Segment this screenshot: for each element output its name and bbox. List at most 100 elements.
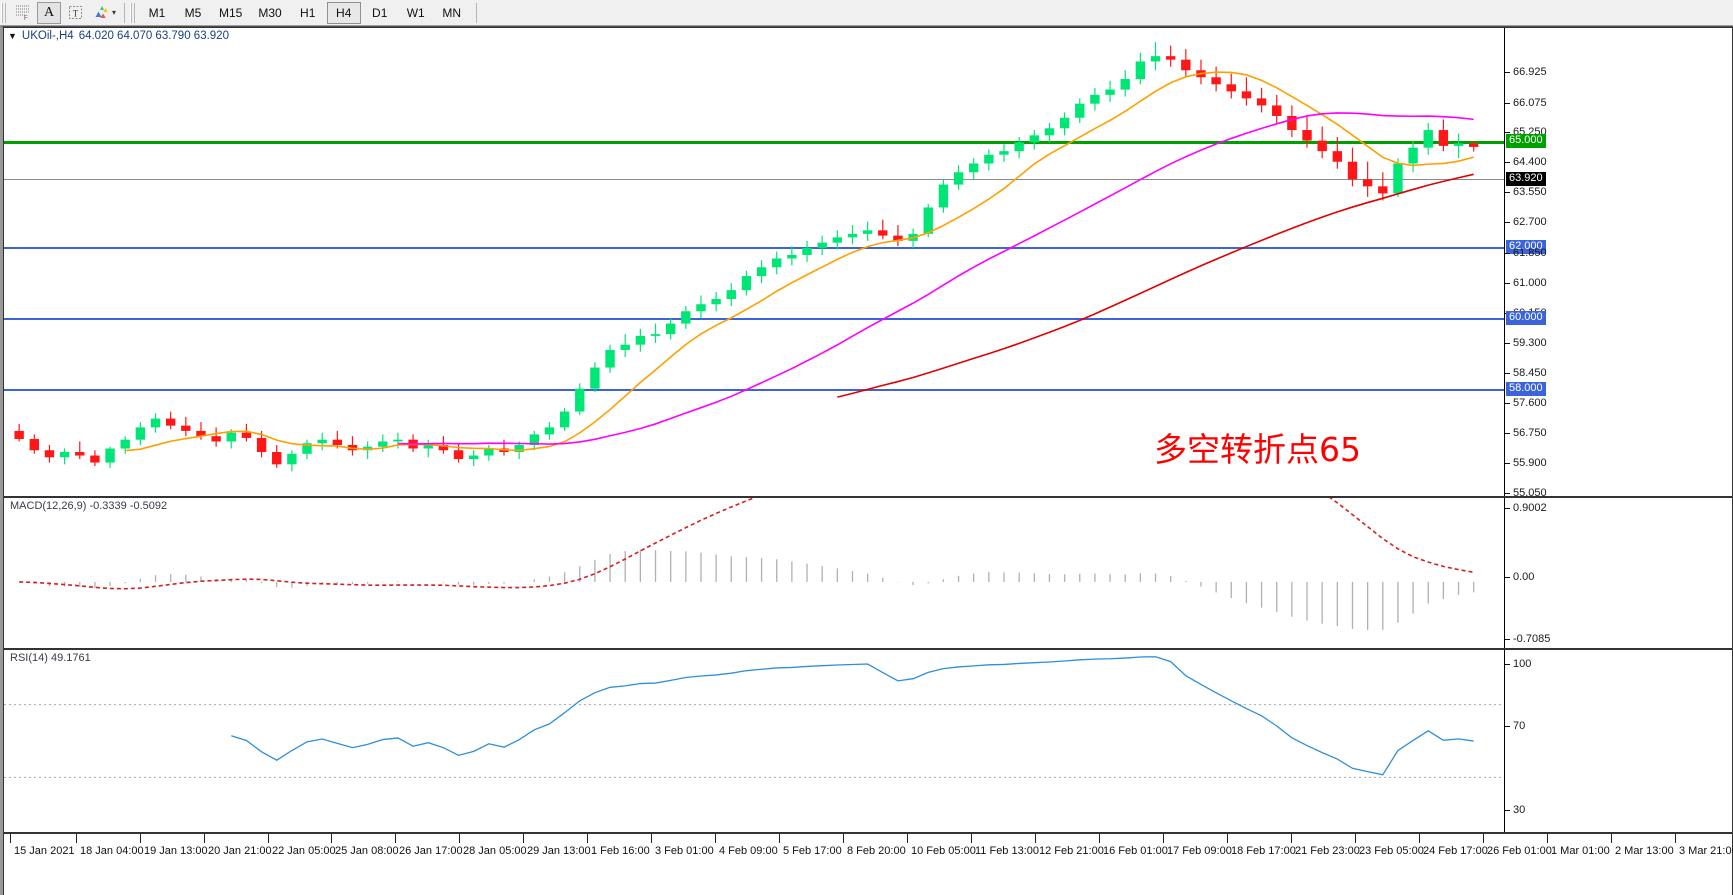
timeframe-m15[interactable]: M15	[219, 5, 243, 20]
time-axis-tick	[523, 834, 524, 843]
support-line-62[interactable]	[4, 247, 1504, 249]
time-axis-tick	[715, 834, 716, 843]
templates-icon[interactable]	[89, 2, 113, 24]
timeframe-m5[interactable]: M5	[184, 5, 202, 20]
time-axis-label: 2 Mar 13:00	[1615, 845, 1674, 857]
timeframe-w1[interactable]: W1	[406, 5, 425, 20]
rsi-axis-tick: 100	[1505, 658, 1531, 670]
chevron-down-icon[interactable]: ▾	[112, 8, 117, 17]
price-axis-tick: 55.900	[1505, 457, 1547, 469]
time-axis-label: 21 Feb 23:00	[1295, 845, 1360, 857]
toolbar-grip-1[interactable]	[1, 2, 8, 23]
symbol-ohlc: 64.020 64.070 63.790 63.920	[78, 30, 229, 42]
time-axis-tick	[1547, 834, 1548, 843]
chart-toolbar: F A T ▾ M1 M5 M15 M30 H1 H4	[0, 0, 1733, 26]
price-pane[interactable]: 多空转折点65 ▼ UKOil-,H4 64.020 64.070 63.790…	[3, 27, 1733, 527]
price-axis-tick: 57.600	[1505, 397, 1547, 409]
time-axis-label: 17 Feb 09:00	[1167, 845, 1232, 857]
macd-axis[interactable]: 0.9002 0.00 -0.7085	[1505, 498, 1732, 648]
svg-text:F: F	[24, 16, 28, 22]
current-price-line	[4, 179, 1504, 180]
time-axis-tick	[1227, 834, 1228, 843]
time-axis-tick	[651, 834, 652, 843]
time-axis-label: 22 Jan 05:00	[272, 845, 336, 857]
time-axis-tick	[1675, 834, 1676, 843]
time-axis-tick	[76, 834, 77, 843]
symbol-header: ▼ UKOil-,H4 64.020 64.070 63.790 63.920	[8, 30, 229, 42]
collapse-triangle-icon[interactable]: ▼	[8, 31, 17, 41]
symbol-name: UKOil-,H4	[21, 30, 74, 42]
time-axis-tick	[1419, 834, 1420, 843]
candlestick-series	[14, 42, 1479, 472]
time-axis-tick	[1099, 834, 1100, 843]
time-axis[interactable]: 15 Jan 2021 18 Jan 04:00 19 Jan 13:00 20 Ja…	[3, 833, 1733, 895]
time-axis-tick	[1355, 834, 1356, 843]
price-axis-tick: 62.700	[1505, 216, 1547, 228]
timeframe-mn[interactable]: MN	[442, 5, 462, 20]
timeframe-h1[interactable]: H1	[300, 5, 316, 20]
price-axis-tick: 63.550	[1505, 186, 1547, 198]
toolbar-separator-1	[124, 2, 126, 23]
time-axis-label: 5 Feb 17:00	[783, 845, 842, 857]
toolbar-grip-2[interactable]	[130, 2, 138, 23]
timeframe-d1[interactable]: D1	[372, 5, 388, 20]
price-axis-tick: 66.925	[1505, 66, 1547, 78]
toolbar-separator-2	[475, 2, 477, 23]
price-axis-tick: 55.050	[1505, 487, 1547, 499]
text-object-icon[interactable]: A	[37, 1, 61, 24]
rsi-pane[interactable]: RSI(14) 49.1761 100 70 30	[3, 649, 1733, 833]
crosshair-grid-icon[interactable]: F	[11, 2, 35, 24]
time-axis-label: 16 Feb 01:00	[1103, 845, 1168, 857]
time-axis-tick	[843, 834, 844, 843]
timeframe-m1[interactable]: M1	[148, 5, 166, 20]
timeframe-m30[interactable]: M30	[258, 5, 282, 20]
time-axis-label: 26 Feb 01:00	[1487, 845, 1552, 857]
price-plot[interactable]: 多空转折点65	[4, 28, 1732, 496]
support-line-58[interactable]	[4, 389, 1504, 391]
rsi-axis-tick: 70	[1505, 720, 1525, 732]
rsi-axis-divider	[1504, 650, 1505, 832]
price-axis-tick: 56.750	[1505, 427, 1547, 439]
macd-axis-divider	[1504, 498, 1505, 648]
price-axis-tick: 59.300	[1505, 337, 1547, 349]
macd-pane[interactable]: MACD(12,26,9) -0.3339 -0.5092 0.9002 0.00…	[3, 497, 1733, 649]
price-axis-tick: 61.000	[1505, 277, 1547, 289]
price-axis[interactable]: 66.925 66.075 65.250 65.000 64.400 63.920 63.5…	[1505, 28, 1732, 527]
time-axis-label: 28 Jan 05:00	[463, 845, 527, 857]
timeframe-h4[interactable]: H4	[326, 1, 361, 24]
svg-text:T: T	[72, 9, 78, 19]
time-axis-label: 29 Jan 13:00	[527, 845, 591, 857]
time-axis-tick	[907, 834, 908, 843]
time-axis-tick	[1291, 834, 1292, 843]
macd-label: MACD(12,26,9) -0.3339 -0.5092	[10, 500, 168, 512]
price-axis-tick: 66.075	[1505, 97, 1547, 109]
chart-window: 多空转折点65 ▼ UKOil-,H4 64.020 64.070 63.790…	[0, 26, 1733, 895]
price-axis-marker-62-000: 62.000	[1506, 240, 1546, 254]
price-axis-tick: 64.400	[1505, 156, 1547, 168]
time-axis-label: 18 Feb 17:00	[1231, 845, 1296, 857]
rsi-axis-tick: 30	[1505, 804, 1525, 816]
text-label-icon[interactable]: T	[63, 2, 87, 24]
time-axis-label: 26 Jan 17:00	[399, 845, 463, 857]
rsi-plot[interactable]	[4, 650, 1732, 832]
macd-plot[interactable]	[4, 498, 1732, 648]
rsi-label: RSI(14) 49.1761	[10, 652, 91, 664]
time-axis-label: 19 Jan 13:00	[144, 845, 208, 857]
resistance-line-65[interactable]	[4, 141, 1504, 144]
time-axis-tick	[587, 834, 588, 843]
chart-annotation-text[interactable]: 多空转折点65	[1154, 430, 1361, 469]
price-axis-marker-65-000: 65.000	[1506, 134, 1546, 148]
time-axis-tick	[1035, 834, 1036, 843]
price-axis-marker-63-920: 63.920	[1506, 172, 1546, 186]
rsi-axis[interactable]: 100 70 30	[1505, 650, 1732, 832]
time-axis-tick	[779, 834, 780, 843]
time-axis-label: 10 Feb 05:00	[911, 845, 976, 857]
price-axis-divider	[1504, 28, 1505, 496]
time-axis-tick	[10, 834, 11, 843]
time-axis-tick	[971, 834, 972, 843]
price-axis-marker-60-000: 60.000	[1506, 311, 1546, 325]
support-line-60[interactable]	[4, 318, 1504, 320]
macd-axis-tick: -0.7085	[1505, 633, 1550, 645]
price-axis-marker-58-000: 58.000	[1506, 382, 1546, 396]
